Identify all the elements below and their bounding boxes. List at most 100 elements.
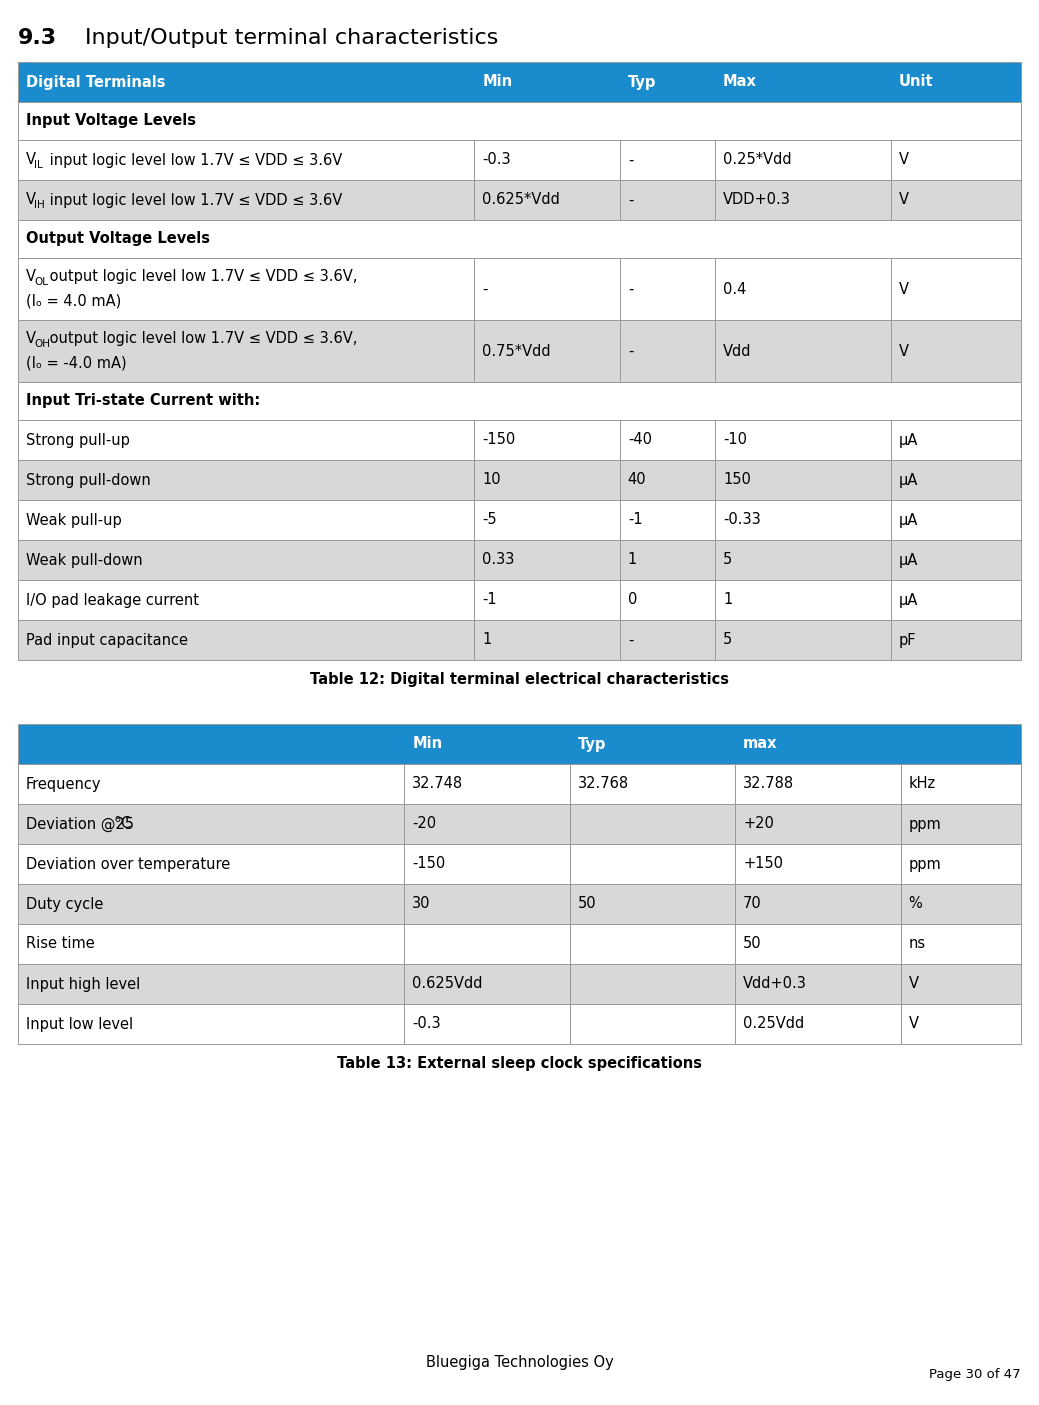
Text: Weak pull-down: Weak pull-down <box>26 552 142 568</box>
Text: 5: 5 <box>723 552 732 568</box>
Bar <box>475 540 620 580</box>
Bar <box>18 180 475 221</box>
Text: 9.3: 9.3 <box>18 28 57 48</box>
Bar <box>901 1005 1021 1044</box>
Bar <box>620 320 715 382</box>
Bar <box>475 320 620 382</box>
Text: -5: -5 <box>482 513 497 527</box>
Text: -20: -20 <box>412 816 436 832</box>
Bar <box>475 580 620 620</box>
Bar <box>569 764 736 804</box>
Bar <box>736 764 901 804</box>
Text: V: V <box>899 281 909 296</box>
Text: -: - <box>628 343 633 358</box>
Text: Rise time: Rise time <box>26 937 95 951</box>
Text: Input high level: Input high level <box>26 976 140 992</box>
Text: 32.748: 32.748 <box>412 777 463 791</box>
Text: V: V <box>899 192 909 208</box>
Text: Strong pull-down: Strong pull-down <box>26 472 151 488</box>
Text: -0.3: -0.3 <box>412 1016 441 1031</box>
Text: Vdd+0.3: Vdd+0.3 <box>743 976 807 992</box>
Bar <box>475 140 620 180</box>
Text: Deviation @25: Deviation @25 <box>26 816 134 832</box>
Bar <box>715 580 890 620</box>
Bar <box>715 320 890 382</box>
Bar <box>890 459 1021 500</box>
Text: µA: µA <box>899 433 918 448</box>
Text: V: V <box>899 153 909 167</box>
Text: -: - <box>628 192 633 208</box>
Text: VDD+0.3: VDD+0.3 <box>723 192 791 208</box>
Text: µA: µA <box>899 593 918 607</box>
Bar <box>736 964 901 1005</box>
Text: Table 12: Digital terminal electrical characteristics: Table 12: Digital terminal electrical ch… <box>310 672 729 687</box>
Bar <box>569 964 736 1005</box>
Text: 50: 50 <box>578 896 596 912</box>
Text: -40: -40 <box>628 433 651 448</box>
Bar <box>18 320 475 382</box>
Text: Max: Max <box>723 74 757 90</box>
Bar <box>890 180 1021 221</box>
Text: 32.788: 32.788 <box>743 777 794 791</box>
Bar <box>404 1005 569 1044</box>
Text: Duty cycle: Duty cycle <box>26 896 103 912</box>
Text: ns: ns <box>909 937 926 951</box>
Text: 0.625*Vdd: 0.625*Vdd <box>482 192 560 208</box>
Bar <box>18 140 475 180</box>
Text: Vdd: Vdd <box>723 343 751 358</box>
Bar <box>18 620 475 660</box>
Text: Input Voltage Levels: Input Voltage Levels <box>26 114 196 128</box>
Text: -0.33: -0.33 <box>723 513 761 527</box>
Text: OH: OH <box>34 339 50 348</box>
Text: 1: 1 <box>723 593 732 607</box>
Text: V: V <box>26 332 36 346</box>
Bar <box>404 884 569 924</box>
Bar <box>18 540 475 580</box>
Bar <box>901 764 1021 804</box>
Bar <box>475 420 620 459</box>
Text: -: - <box>482 281 487 296</box>
Bar <box>475 500 620 540</box>
Text: (Iₒ = 4.0 mA): (Iₒ = 4.0 mA) <box>26 294 122 309</box>
Bar <box>18 764 404 804</box>
Text: -: - <box>628 632 633 648</box>
Text: 1: 1 <box>482 632 491 648</box>
Text: -: - <box>628 153 633 167</box>
Text: V: V <box>899 343 909 358</box>
Text: 70: 70 <box>743 896 762 912</box>
Text: -1: -1 <box>628 513 642 527</box>
Text: 50: 50 <box>743 937 762 951</box>
Bar <box>18 724 1021 764</box>
Text: I/O pad leakage current: I/O pad leakage current <box>26 593 199 607</box>
Bar <box>890 140 1021 180</box>
Text: (Iₒ = -4.0 mA): (Iₒ = -4.0 mA) <box>26 355 127 371</box>
Bar <box>18 1005 404 1044</box>
Text: µA: µA <box>899 472 918 488</box>
Bar <box>620 500 715 540</box>
Bar <box>620 540 715 580</box>
Bar <box>901 964 1021 1005</box>
Text: V: V <box>26 153 36 167</box>
Bar <box>715 500 890 540</box>
Text: max: max <box>743 736 777 752</box>
Text: -: - <box>628 281 633 296</box>
Text: V: V <box>26 192 36 208</box>
Text: Digital Terminals: Digital Terminals <box>26 74 165 90</box>
Text: pF: pF <box>899 632 916 648</box>
Text: Min: Min <box>482 74 512 90</box>
Text: -150: -150 <box>482 433 515 448</box>
Text: ppm: ppm <box>909 816 941 832</box>
Bar <box>901 884 1021 924</box>
Bar <box>890 580 1021 620</box>
Text: 0.625Vdd: 0.625Vdd <box>412 976 483 992</box>
Text: Input Tri-state Current with:: Input Tri-state Current with: <box>26 393 260 409</box>
Bar <box>18 924 404 964</box>
Text: output logic level low 1.7V ≤ VDD ≤ 3.6V,: output logic level low 1.7V ≤ VDD ≤ 3.6V… <box>45 270 357 284</box>
Text: Input/Output terminal characteristics: Input/Output terminal characteristics <box>85 28 499 48</box>
Text: 10: 10 <box>482 472 501 488</box>
Bar <box>715 620 890 660</box>
Bar <box>715 459 890 500</box>
Text: 0.33: 0.33 <box>482 552 514 568</box>
Bar <box>18 804 404 844</box>
Bar <box>18 964 404 1005</box>
